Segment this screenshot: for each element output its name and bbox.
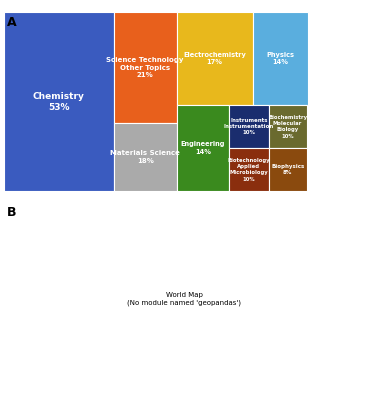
Text: Biotechnology
Applied
Microbiology
10%: Biotechnology Applied Microbiology 10% <box>228 158 270 182</box>
Bar <box>4 12 114 191</box>
Bar <box>114 12 177 123</box>
Text: Materials Science
18%: Materials Science 18% <box>110 150 180 164</box>
Text: A: A <box>7 16 17 28</box>
Bar <box>229 105 269 148</box>
Bar <box>269 105 307 148</box>
Text: Biochemistry
Molecular
Biology
10%: Biochemistry Molecular Biology 10% <box>268 115 307 138</box>
Bar <box>229 148 269 191</box>
Text: Electrochemistry
17%: Electrochemistry 17% <box>183 52 246 65</box>
Bar <box>269 148 307 191</box>
Text: Physics
14%: Physics 14% <box>266 52 294 65</box>
Text: Chemistry
53%: Chemistry 53% <box>33 92 85 112</box>
Bar <box>252 12 308 105</box>
Bar <box>114 123 177 191</box>
Text: World Map
(No module named 'geopandas'): World Map (No module named 'geopandas') <box>127 292 241 306</box>
Text: B: B <box>7 206 17 219</box>
Bar <box>177 12 252 105</box>
Text: Engineering
14%: Engineering 14% <box>181 142 225 155</box>
Text: Instruments
Instrumentation
10%: Instruments Instrumentation 10% <box>224 118 274 136</box>
Text: Science Technology
Other Topics
21%: Science Technology Other Topics 21% <box>106 57 184 78</box>
Text: Biophysics
8%: Biophysics 8% <box>271 164 304 175</box>
Bar <box>177 105 229 191</box>
